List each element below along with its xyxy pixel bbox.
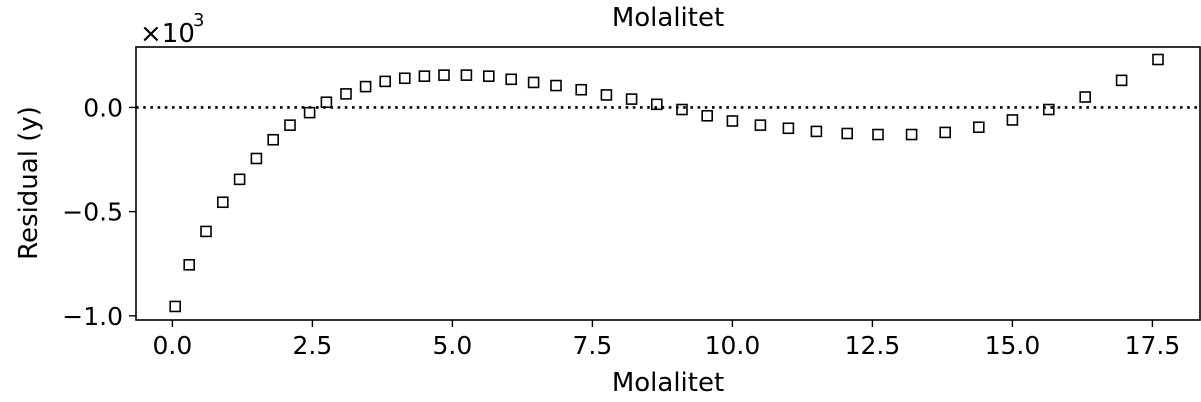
x-tick-label: 15.0 xyxy=(985,331,1041,360)
data-point xyxy=(340,88,352,100)
data-point xyxy=(267,133,280,146)
data-point xyxy=(398,72,411,85)
data-point xyxy=(600,89,613,101)
chart-title: Molalitet xyxy=(612,3,724,33)
x-axis-label: Molalitet xyxy=(612,368,724,398)
x-tick-label: 0.0 xyxy=(153,331,193,360)
data-point xyxy=(303,106,316,119)
data-point xyxy=(550,79,562,92)
data-point xyxy=(1115,74,1128,87)
data-point xyxy=(625,93,638,105)
data-point xyxy=(972,121,985,134)
data-point xyxy=(939,126,952,139)
data-point xyxy=(418,70,431,82)
y-multiplier: ×10 3 xyxy=(140,10,204,49)
data-point xyxy=(1006,114,1019,126)
x-tick-label: 12.5 xyxy=(845,331,901,360)
data-point xyxy=(482,70,495,82)
data-point xyxy=(169,300,181,313)
data-point xyxy=(782,122,795,135)
x-axis-ticks: 0.0 2.5 5.0 7.5 10.0 12.5 15.0 17.5 xyxy=(153,320,1181,360)
data-point xyxy=(284,119,296,131)
data-point xyxy=(676,103,688,116)
x-tick-label: 7.5 xyxy=(573,331,613,360)
y-tick-label: −0.5 xyxy=(62,198,123,227)
data-point xyxy=(650,98,663,111)
y-tick-label: −1.0 xyxy=(62,302,123,331)
data-point xyxy=(1043,103,1055,116)
data-point xyxy=(200,225,212,238)
data-point xyxy=(217,196,229,209)
data-point xyxy=(1152,53,1164,66)
y-axis-ticks: −1.0 −0.5 0.0 xyxy=(62,93,136,331)
data-point xyxy=(1079,91,1091,103)
data-point xyxy=(250,152,263,165)
data-point xyxy=(183,258,195,271)
data-point xyxy=(527,76,540,89)
y-axis-label: Residual (y) xyxy=(14,106,44,260)
plot-frame xyxy=(135,46,1201,321)
data-point xyxy=(701,109,714,122)
data-point xyxy=(575,83,588,96)
data-point xyxy=(905,128,918,141)
data-points-layer xyxy=(169,53,1164,313)
data-point xyxy=(438,69,450,81)
data-point xyxy=(841,127,854,140)
data-point xyxy=(872,128,884,141)
data-point xyxy=(233,173,246,186)
x-tick-label: 5.0 xyxy=(433,331,473,360)
data-point xyxy=(505,73,518,86)
data-point xyxy=(320,96,333,109)
data-point xyxy=(359,80,372,93)
x-tick-label: 10.0 xyxy=(705,331,761,360)
data-point xyxy=(754,119,767,131)
data-point xyxy=(379,75,392,88)
x-tick-label: 17.5 xyxy=(1125,331,1181,360)
data-point xyxy=(810,125,823,138)
data-point xyxy=(726,115,739,127)
y-multiplier-exponent: 3 xyxy=(193,10,204,31)
data-point xyxy=(460,69,473,81)
y-tick-label: 0.0 xyxy=(83,93,123,122)
x-tick-label: 2.5 xyxy=(293,331,333,360)
y-multiplier-base: ×10 xyxy=(140,19,195,49)
